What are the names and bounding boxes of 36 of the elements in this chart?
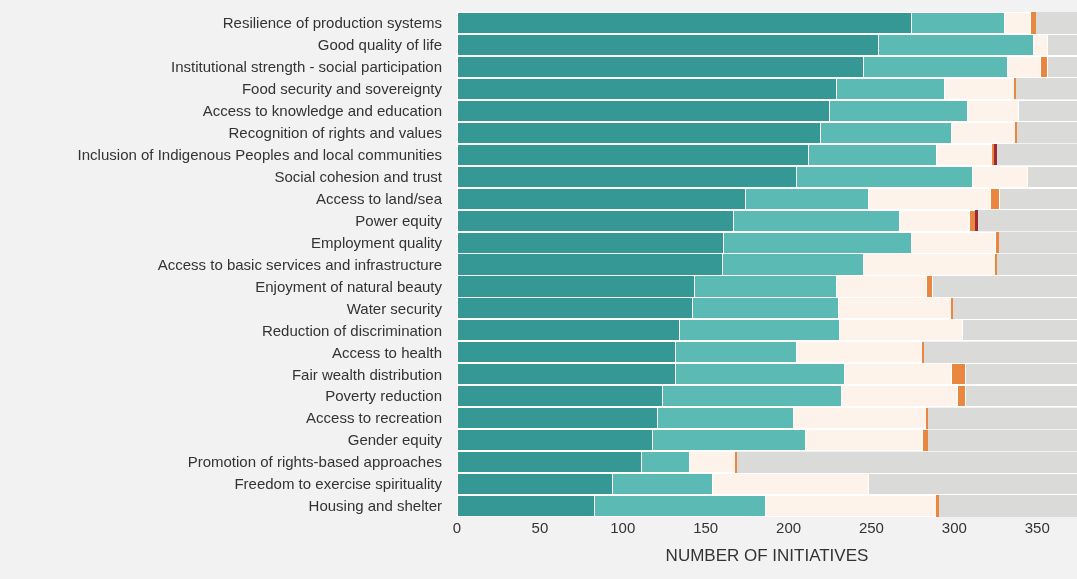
y-tick-label: Freedom to exercise spirituality: [234, 475, 443, 493]
x-tick-label: 300: [941, 519, 967, 536]
y-tick-label: Employment quality: [311, 233, 443, 251]
y-tick-label: Water security: [346, 299, 443, 317]
y-tick-label: Power equity: [355, 211, 443, 229]
y-tick-label: Access to land/sea: [316, 189, 443, 207]
x-tick-label: 150: [693, 519, 719, 536]
y-tick-label: Enjoyment of natural beauty: [255, 277, 443, 295]
x-tick-label: 100: [610, 519, 636, 536]
y-tick-label: Good quality of life: [317, 36, 442, 54]
y-tick-label: Fair wealth distribution: [291, 365, 442, 383]
bar: [1030, 12, 1036, 34]
y-tick-label: Social cohesion and trust: [274, 167, 443, 185]
x-tick-label: 0: [452, 519, 462, 536]
y-tick-label: Inclusion of Indigenous Peoples and local communities: [77, 145, 442, 163]
bar: [975, 210, 978, 232]
y-tick-label: Gender equity: [347, 431, 443, 449]
y-tick-label: Access to health: [331, 343, 442, 361]
x-tick-label: 200: [776, 519, 802, 536]
y-tick-label: Institutional strength - social participation: [171, 58, 442, 76]
y-tick-label: Promotion of rights-based approaches: [187, 453, 442, 471]
x-axis-title: NUMBER OF INITIATIVES: [665, 546, 869, 566]
y-tick-label: Reduction of discrimination: [261, 321, 442, 339]
x-tick-label: 350: [1024, 519, 1050, 536]
y-tick-label: Access to basic services and infrastructure: [157, 255, 442, 273]
y-tick-label: Resilience of production systems: [222, 14, 442, 32]
y-tick-label: Recognition of rights and values: [228, 124, 442, 142]
y-tick-label: Poverty reduction: [325, 387, 442, 405]
y-tick-label: Access to knowledge and education: [202, 102, 442, 120]
bar: [735, 451, 738, 473]
y-tick-label: Housing and shelter: [308, 497, 442, 515]
x-tick-label: 250: [858, 519, 884, 536]
y-tick-label: Food security and sovereignty: [241, 80, 443, 98]
x-tick-label: 50: [531, 519, 549, 536]
bar: [936, 495, 940, 517]
y-tick-label: Access to recreation: [306, 409, 442, 427]
